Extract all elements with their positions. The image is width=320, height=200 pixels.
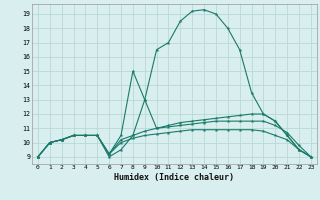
X-axis label: Humidex (Indice chaleur): Humidex (Indice chaleur)	[115, 173, 234, 182]
